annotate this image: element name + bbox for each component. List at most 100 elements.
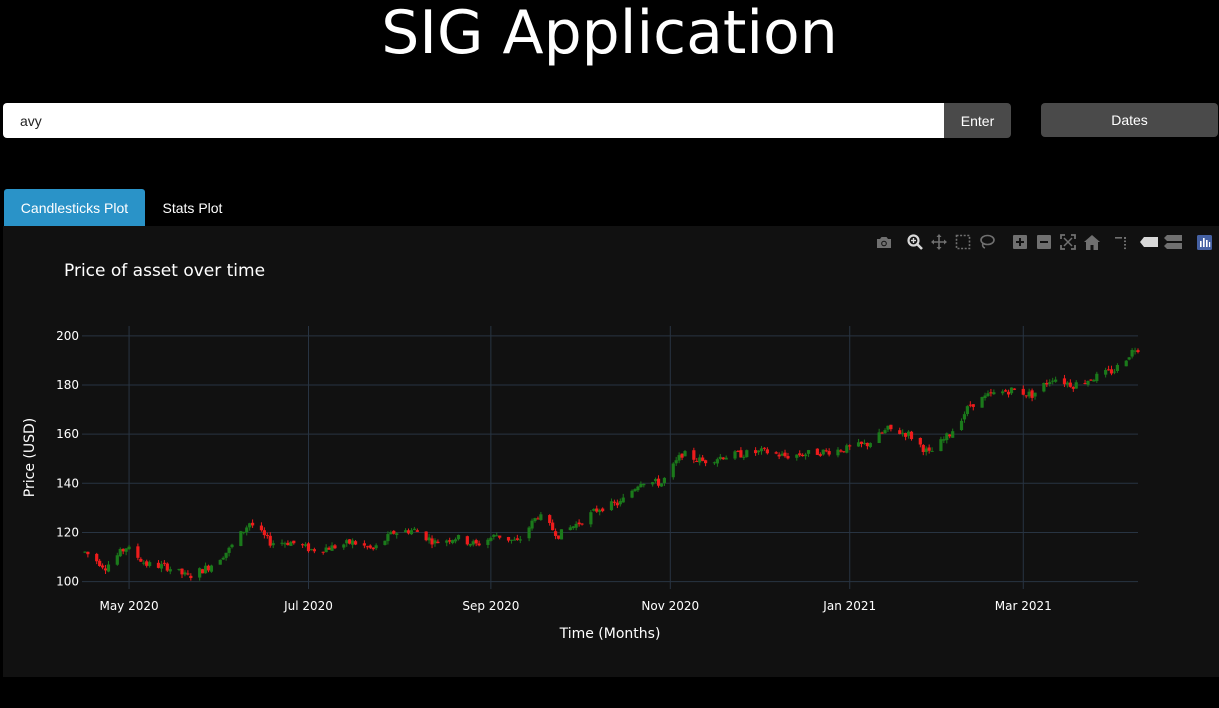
candle-increasing (289, 542, 293, 546)
candle-increasing (986, 393, 990, 396)
candle-decreasing (721, 457, 725, 460)
reset-axes-icon[interactable] (1084, 234, 1100, 250)
lasso-select-icon[interactable] (979, 234, 995, 250)
candle-decreasing (801, 454, 805, 457)
camera-icon[interactable] (876, 234, 892, 250)
candle-decreasing (1071, 386, 1075, 389)
candle-increasing (489, 537, 493, 541)
candle-decreasing (615, 502, 619, 506)
candlestick-chart[interactable]: 100 120 140 160 180 200 May 2020 Jul 2020 Sep 20… (3, 226, 1219, 677)
candle-increasing (386, 534, 390, 542)
candle-increasing (806, 450, 811, 454)
candle-increasing (980, 397, 984, 408)
plotly-logo-icon[interactable] (1196, 234, 1212, 250)
candle-increasing (862, 442, 867, 444)
autoscale-icon[interactable] (1060, 234, 1076, 250)
candle-increasing (877, 432, 881, 444)
x-tick-label: Nov 2020 (641, 599, 699, 613)
candle-decreasing (430, 538, 434, 545)
candle-decreasing (436, 541, 440, 544)
candle-increasing (183, 572, 187, 575)
candle-increasing (395, 533, 399, 536)
candle-decreasing (1068, 382, 1072, 387)
candle-decreasing (948, 434, 952, 437)
candle-increasing (592, 509, 596, 511)
candle-increasing (198, 568, 202, 578)
candle-decreasing (180, 568, 184, 575)
candle-decreasing (86, 551, 90, 555)
candle-increasing (901, 432, 905, 434)
hover-compare-icon[interactable] (1163, 234, 1183, 250)
candle-decreasing (1030, 390, 1034, 398)
candle-increasing (453, 539, 458, 542)
candle-decreasing (865, 442, 869, 447)
zoom-icon[interactable] (907, 234, 923, 250)
dates-button[interactable]: Dates (1041, 103, 1218, 137)
candle-decreasing (515, 538, 519, 540)
zoom-in-icon[interactable] (1012, 234, 1028, 250)
candle-increasing (568, 527, 572, 531)
hover-closest-icon[interactable] (1139, 234, 1159, 250)
candle-decreasing (556, 535, 561, 539)
tab-stats-plot[interactable]: Stats Plot (162, 199, 223, 216)
candle-decreasing (927, 447, 931, 451)
candle-increasing (492, 534, 496, 537)
candle-decreasing (612, 501, 617, 503)
candle-increasing (924, 448, 928, 453)
candle-decreasing (971, 404, 975, 407)
candle-increasing (539, 514, 543, 520)
candle-increasing (345, 540, 349, 544)
candle-decreasing (889, 424, 893, 430)
candle-decreasing (1021, 388, 1025, 395)
box-select-icon[interactable] (955, 234, 971, 250)
candle-decreasing (368, 545, 372, 548)
candle-increasing (1130, 349, 1134, 357)
spike-lines-icon[interactable] (1114, 234, 1130, 250)
candle-decreasing (898, 430, 902, 434)
candle-increasing (412, 528, 416, 530)
candle-decreasing (777, 454, 781, 457)
candle-decreasing (1004, 390, 1008, 392)
pan-icon[interactable] (931, 234, 947, 250)
y-axis-title: Price (USD) (22, 418, 38, 497)
candle-increasing (845, 445, 849, 453)
y-tick-label: 120 (56, 525, 79, 539)
candle-increasing (451, 540, 455, 544)
candle-increasing (280, 542, 284, 544)
candle-decreasing (477, 543, 481, 546)
candle-increasing (177, 568, 181, 570)
candle-decreasing (415, 530, 419, 532)
candle-increasing (930, 450, 934, 452)
candle-increasing (209, 565, 214, 572)
candle-decreasing (880, 432, 884, 434)
candle-increasing (168, 569, 172, 572)
candle-increasing (795, 454, 799, 458)
candle-decreasing (774, 452, 778, 454)
candle-increasing (574, 523, 578, 528)
candle-decreasing (783, 452, 787, 457)
candle-decreasing (765, 449, 769, 454)
candle-decreasing (312, 549, 316, 552)
enter-button[interactable]: Enter (944, 103, 1011, 138)
candle-increasing (83, 551, 87, 553)
zoom-out-icon[interactable] (1036, 234, 1052, 250)
candle-decreasing (474, 540, 478, 544)
candle-decreasing (121, 548, 125, 552)
candle-increasing (983, 395, 987, 399)
candle-increasing (1127, 357, 1131, 360)
candle-increasing (718, 456, 722, 460)
candle-increasing (733, 451, 737, 459)
y-tick-label: 180 (56, 378, 79, 392)
candle-increasing (468, 544, 472, 546)
candle-decreasing (989, 392, 993, 394)
y-tick-label: 200 (56, 329, 79, 343)
candle-increasing (127, 546, 131, 550)
candle-decreasing (762, 447, 767, 449)
candle-increasing (409, 530, 414, 535)
ticker-search-input[interactable] (3, 103, 944, 138)
candle-decreasing (406, 530, 411, 534)
tab-candlesticks-plot[interactable]: Candlesticks Plot (4, 189, 145, 226)
candle-decreasing (595, 508, 599, 512)
candle-decreasing (448, 540, 452, 542)
candle-increasing (856, 442, 861, 447)
